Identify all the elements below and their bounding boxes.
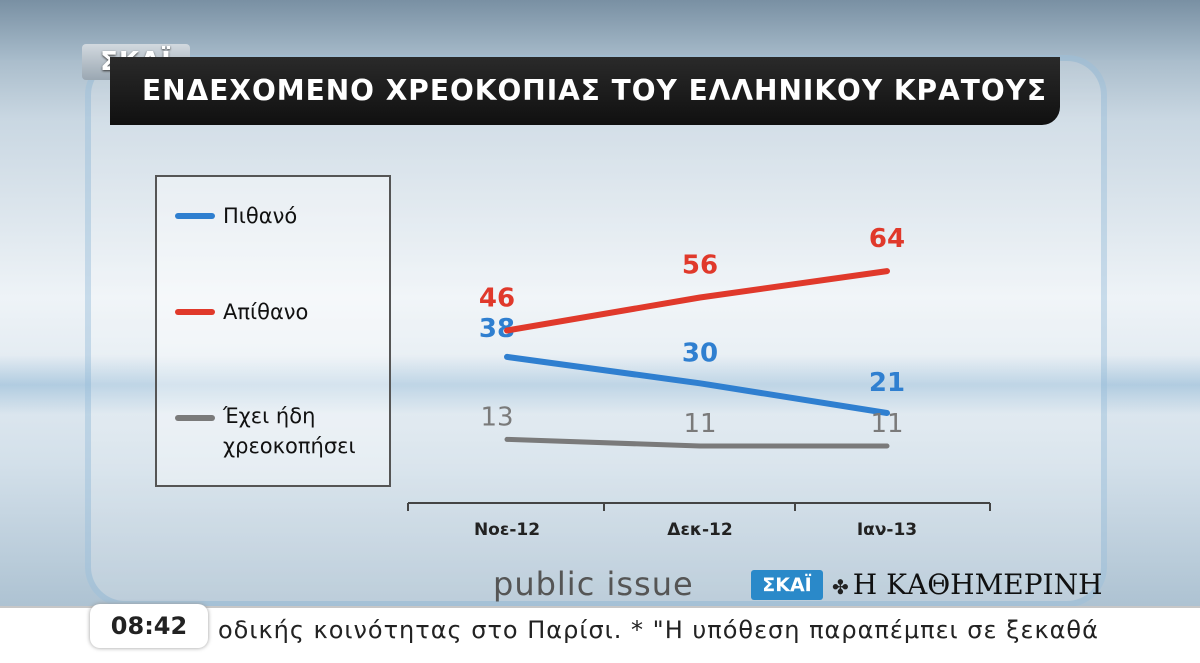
ticker-clock: 08:42 bbox=[90, 604, 208, 648]
chart-title: ΕΝΔΕΧΟΜΕΝΟ ΧΡΕΟΚΟΠΙΑΣ ΤΟΥ ΕΛΛΗΝΙΚΟΥ ΚΡΑΤ… bbox=[142, 74, 1048, 107]
data-label-1-2: 64 bbox=[869, 224, 905, 254]
title-bar bbox=[110, 57, 1060, 125]
data-label-0-2: 21 bbox=[869, 368, 905, 398]
x-tick-label-1: Δεκ-12 bbox=[667, 520, 732, 540]
ticker-text: οδικής κοινότητας στο Παρίσι. * "Η υπόθε… bbox=[218, 616, 1099, 644]
source-newspaper: ✤ Η ΚΑΘΗΜΕΡΙΝΗ bbox=[832, 568, 1103, 601]
legend-label-unlikely: Απίθανο bbox=[223, 300, 309, 324]
newspaper-name: Η ΚΑΘΗΜΕΡΙΝΗ bbox=[852, 568, 1103, 601]
background-top bbox=[0, 0, 1200, 60]
legend-swatch-defaulted bbox=[175, 415, 215, 421]
data-label-2-1: 11 bbox=[683, 409, 716, 439]
legend-label-defaulted-line2: χρεοκοπήσει bbox=[223, 434, 356, 458]
chart-frame bbox=[85, 55, 1107, 607]
data-label-1-0: 46 bbox=[479, 284, 515, 314]
data-label-0-1: 30 bbox=[682, 338, 718, 368]
x-tick-label-0: Νοε-12 bbox=[474, 520, 540, 540]
data-label-2-0: 13 bbox=[480, 402, 513, 432]
background-ribbon bbox=[0, 355, 1200, 415]
legend-swatch-unlikely bbox=[175, 309, 215, 315]
series-line-1 bbox=[504, 268, 890, 334]
series-line-2 bbox=[504, 436, 890, 449]
newspaper-logo-icon: ✤ bbox=[832, 575, 849, 599]
legend-swatch-likely bbox=[175, 213, 215, 219]
data-label-2-2: 11 bbox=[870, 409, 903, 439]
legend: Πιθανό Απίθανο Έχει ήδη χρεοκοπήσει bbox=[155, 175, 391, 487]
legend-label-likely: Πιθανό bbox=[223, 204, 298, 228]
x-tick-label-2: Ιαν-13 bbox=[857, 520, 917, 540]
data-label-1-1: 56 bbox=[682, 251, 718, 281]
source-badge: ΣΚΑΪ bbox=[751, 570, 823, 600]
series-line-0 bbox=[504, 353, 890, 416]
legend-label-defaulted-line1: Έχει ήδη bbox=[223, 404, 316, 428]
source-pollster: public issue bbox=[493, 565, 694, 603]
